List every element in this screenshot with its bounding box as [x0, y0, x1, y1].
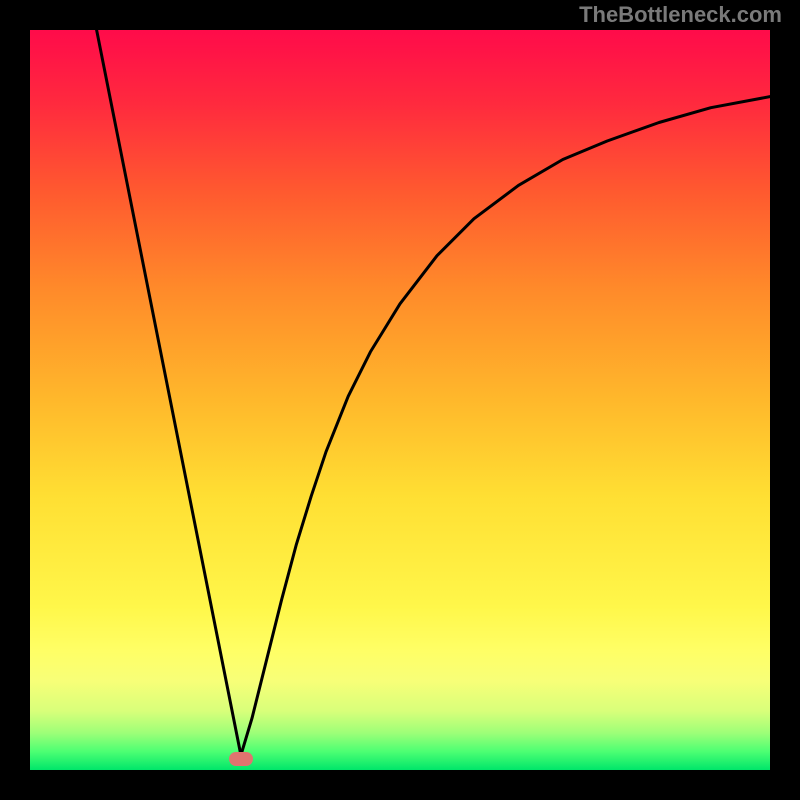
watermark-text: TheBottleneck.com — [579, 2, 782, 28]
vertex-marker — [229, 752, 253, 766]
bottleneck-curve — [30, 30, 770, 770]
plot-area — [30, 30, 770, 770]
chart-container: { "brand": { "watermark": "TheBottleneck… — [0, 0, 800, 800]
